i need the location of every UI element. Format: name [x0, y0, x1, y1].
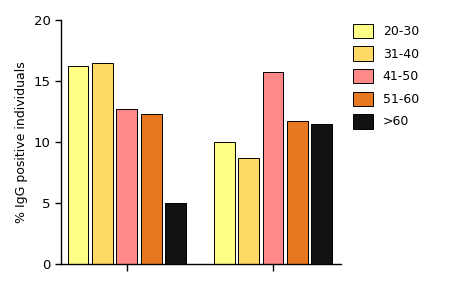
Y-axis label: % IgG positive individuals: % IgG positive individuals — [15, 61, 28, 223]
Bar — [311, 124, 332, 264]
Bar — [165, 203, 186, 264]
Bar — [238, 158, 259, 264]
Bar — [287, 121, 308, 264]
Legend: 20-30, 31-40, 41-50, 51-60, >60: 20-30, 31-40, 41-50, 51-60, >60 — [350, 21, 421, 131]
Bar — [117, 109, 137, 264]
Bar — [214, 142, 235, 264]
Bar — [92, 63, 113, 264]
Bar — [141, 114, 162, 264]
Bar — [263, 72, 283, 264]
Bar — [68, 66, 88, 264]
